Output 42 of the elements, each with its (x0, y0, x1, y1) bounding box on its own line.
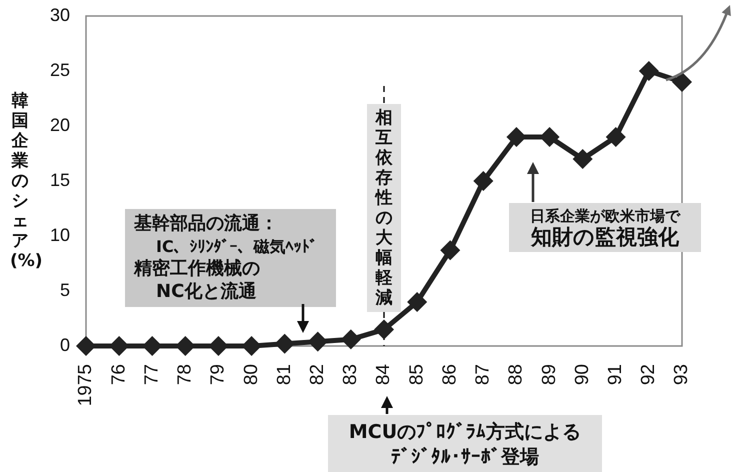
x-tick-label: 80 (240, 364, 262, 386)
x-tick-label: 79 (208, 364, 229, 386)
point (308, 332, 328, 352)
point (473, 171, 494, 191)
annotation: 日系企業が欧米市場で知財の監視強化 (530, 206, 680, 249)
x-tick-label: 90 (572, 364, 593, 386)
x-tick-label: 85 (406, 364, 428, 386)
x-tick-label: 84 (373, 364, 394, 386)
x-tick-label: 81 (274, 364, 295, 386)
x-tick-label: 1975 (75, 364, 96, 406)
x-tick-label: 76 (108, 364, 130, 386)
point (340, 329, 361, 350)
x-tick-label: 89 (538, 364, 560, 386)
point (440, 240, 460, 260)
text: 相互依存性の大幅軽減 (376, 108, 392, 308)
x-tick-label: 87 (472, 364, 494, 386)
point (407, 292, 428, 312)
point (274, 334, 295, 354)
x-tick-label: 82 (307, 364, 328, 386)
x-tick-label: 78 (174, 364, 196, 386)
point (672, 72, 692, 92)
y-tick-label: 0 (60, 334, 70, 355)
text: MCUのﾌﾟﾛｸﾞﾗﾑ方式によるﾃﾞｼﾞﾀﾙ･ｻｰﾎﾞ登場 (348, 420, 582, 470)
point (572, 149, 593, 169)
point (638, 61, 659, 81)
x-tick-label: 88 (506, 364, 527, 386)
text: 韓国企業のシェア(%) (10, 91, 43, 271)
annotation: 基幹部品の流通：IC、ｼﾘﾝﾀﾞｰ、磁気ﾍｯﾄﾞ精密工作機械のNC化と流通 (134, 213, 318, 303)
x-tick-label: 83 (340, 364, 362, 386)
x-tick-label: 77 (141, 364, 162, 386)
y-tick-label: 10 (50, 224, 70, 245)
x-tick-label: 92 (638, 364, 660, 386)
point (606, 127, 626, 147)
x-tick-label: 91 (605, 364, 626, 386)
y-tick-label: 15 (50, 170, 70, 190)
y-tick-label: 30 (50, 4, 70, 25)
y-tick-label: 5 (60, 280, 70, 300)
point (374, 320, 394, 340)
y-tick-label: 25 (50, 60, 70, 80)
x-tick-label: 93 (671, 364, 692, 386)
x-tick-label: 86 (439, 364, 460, 386)
y-tick-label: 20 (50, 114, 70, 135)
